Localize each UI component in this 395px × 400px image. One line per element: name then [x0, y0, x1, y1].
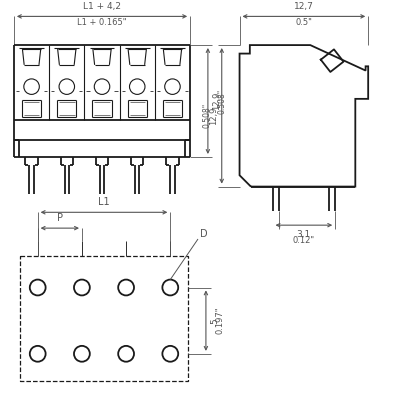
Text: L1 + 0.165": L1 + 0.165": [77, 18, 127, 27]
Text: 0.12": 0.12": [293, 236, 315, 245]
Text: 0.508": 0.508": [218, 88, 227, 114]
Text: 5: 5: [210, 318, 219, 324]
Text: 3,1: 3,1: [297, 230, 311, 239]
Text: 12,7: 12,7: [294, 2, 314, 12]
Text: 12,9: 12,9: [212, 92, 221, 110]
Text: L1: L1: [98, 197, 110, 207]
Text: 0.508": 0.508": [203, 103, 212, 128]
Text: D: D: [200, 229, 208, 239]
Bar: [20, 256, 188, 382]
Text: L1 + 4,2: L1 + 4,2: [83, 2, 121, 12]
Text: P: P: [57, 213, 63, 223]
Text: 12,9: 12,9: [209, 107, 218, 125]
Text: 0.197": 0.197": [216, 307, 225, 334]
Text: 0.5": 0.5": [295, 18, 312, 27]
